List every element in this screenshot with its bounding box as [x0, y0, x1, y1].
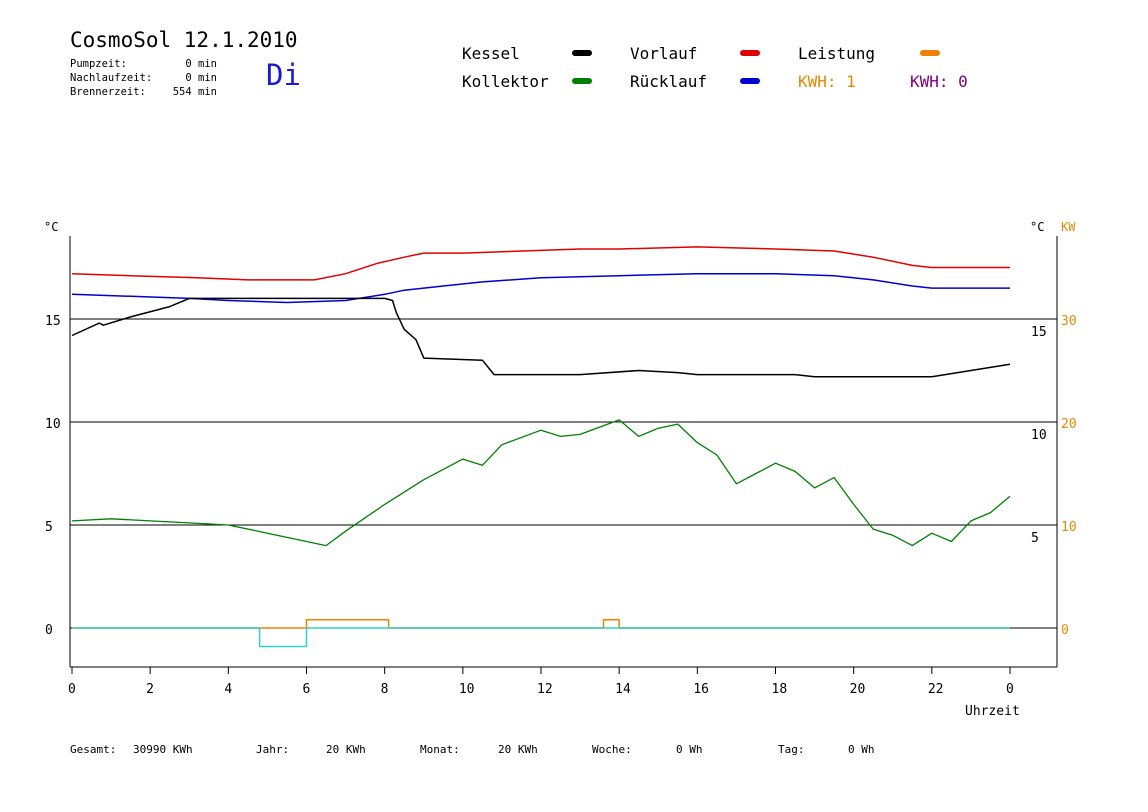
left-tick-label-0: 15 — [45, 314, 61, 329]
x-axis-label: Uhrzeit — [965, 704, 1020, 719]
left-tick-label-2: 5 — [45, 520, 53, 535]
x-tick-label-12: 0 — [1006, 682, 1014, 697]
legend-label-ruecklauf: Rücklauf — [630, 72, 708, 91]
x-tick-label-4: 8 — [381, 682, 389, 697]
stat-label-brennerzeit: Brennerzeit: — [70, 86, 146, 98]
kw-tick-label-3: 0 — [1061, 623, 1069, 638]
series-line-vorlauf — [71, 246, 1010, 281]
kw-tick-label-2: 10 — [1061, 520, 1077, 535]
legend-label-leistung: Leistung — [798, 44, 876, 63]
kw-tick-label-1: 20 — [1061, 417, 1077, 432]
stat-label-pumpzeit: Pumpzeit: — [70, 58, 127, 70]
legend-swatch-vorlauf — [740, 50, 760, 56]
left-tick-label-3: 0 — [45, 623, 53, 638]
legend-swatch-kessel — [572, 50, 592, 56]
x-tick-label-3: 6 — [303, 682, 311, 697]
x-tick-label-8: 16 — [693, 682, 709, 697]
footer-woche-value: 0 Wh — [676, 743, 703, 756]
series-line-kessel — [71, 297, 1011, 378]
footer-gesamt-value: 30990 KWh — [133, 743, 193, 756]
kwh-readout-2: KWH: 0 — [910, 72, 968, 91]
legend-swatch-ruecklauf — [740, 78, 760, 84]
footer-jahr-value: 20 KWh — [326, 743, 366, 756]
legend-swatch-leistung — [920, 50, 940, 56]
footer-woche-label: Woche: — [592, 743, 632, 756]
series-line-brenner — [72, 627, 1010, 648]
footer-tag-value: 0 Wh — [848, 743, 875, 756]
footer-monat-label: Monat: — [420, 743, 460, 756]
footer-jahr-label: Jahr: — [256, 743, 290, 756]
stat-value-pumpzeit: 0 min — [185, 58, 217, 70]
stat-value-brennerzeit: 554 min — [172, 86, 217, 98]
x-tick-label-7: 14 — [615, 682, 631, 697]
x-tick-label-9: 18 — [772, 682, 788, 697]
right-tick-label-0: 15 — [1031, 325, 1047, 340]
weekday-label: Di — [266, 58, 301, 92]
x-tick-label-0: 0 — [68, 682, 76, 697]
legend-label-vorlauf: Vorlauf — [630, 44, 698, 63]
y-axis-label-right: °C — [1030, 220, 1044, 234]
kw-tick-label-0: 30 — [1061, 314, 1077, 329]
footer-monat-value: 20 KWh — [498, 743, 538, 756]
footer-tag-label: Tag: — [778, 743, 805, 756]
kw-axis-label: KW — [1061, 220, 1076, 234]
x-tick-label-5: 10 — [459, 682, 475, 697]
x-tick-label-1: 2 — [146, 682, 154, 697]
kwh-readout-1: KWH: 1 — [798, 72, 856, 91]
footer-gesamt-label: Gesamt: — [70, 743, 117, 756]
stat-label-nachlaufzeit: Nachlaufzeit: — [70, 72, 153, 84]
legend-swatch-kollektor — [572, 78, 592, 84]
right-tick-label-1: 10 — [1031, 428, 1047, 443]
stat-value-nachlaufzeit: 0 min — [185, 72, 217, 84]
series-line-leistung — [72, 619, 1010, 629]
x-tick-label-6: 12 — [537, 682, 553, 697]
legend-label-kollektor: Kollektor — [462, 72, 549, 91]
x-tick-label-2: 4 — [224, 682, 232, 697]
x-tick-label-10: 20 — [850, 682, 866, 697]
left-tick-label-1: 10 — [45, 417, 61, 432]
x-tick-label-11: 22 — [928, 682, 944, 697]
series-line-rcklauf — [71, 272, 1010, 304]
series-line-kollektor — [71, 419, 1011, 547]
right-tick-label-2: 5 — [1031, 531, 1039, 546]
legend-label-kessel: Kessel — [462, 44, 520, 63]
page-title: CosmoSol 12.1.2010 — [70, 28, 298, 52]
y-axis-label-left: °C — [44, 220, 58, 234]
